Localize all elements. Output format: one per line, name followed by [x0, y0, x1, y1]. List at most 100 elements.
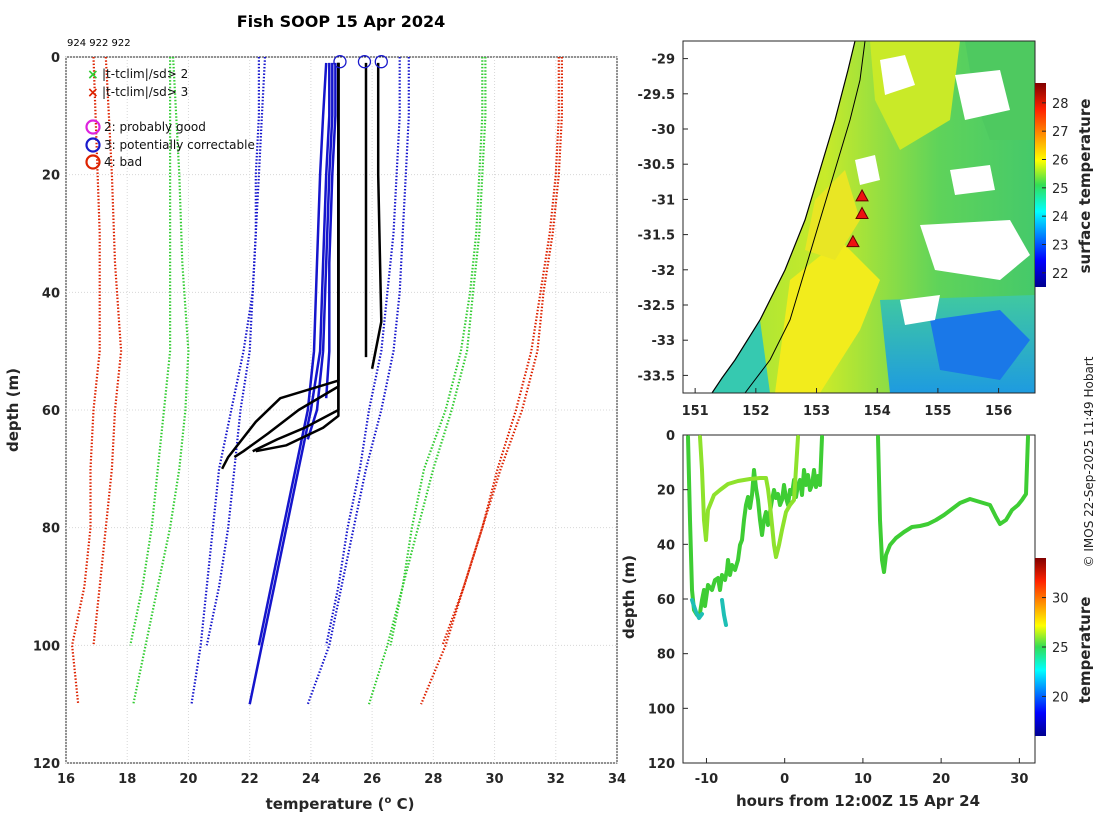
map-x-tick-label: 156 — [985, 404, 1012, 419]
profile-panel: 16 18 20 22 24 26 28 30 32 34 0 20 40 60 80 100 120 tem… — [4, 51, 626, 813]
sst-map-x-ticks: 151 152 153 154 155 156 — [682, 388, 1012, 419]
clim-clim2-line — [132, 56, 190, 705]
y-tick-label: 80 — [42, 522, 60, 537]
map-y-tick-label: -33 — [652, 334, 676, 349]
profile-good-lines — [220, 62, 383, 470]
y-tick-label: 60 — [42, 404, 60, 419]
colorbar-tick-label: 22 — [1052, 267, 1069, 282]
clim-clim2-line — [389, 57, 484, 646]
y-tick-label: 0 — [51, 51, 60, 66]
time-depth-x-ticks: -10 0 10 20 30 — [695, 758, 1028, 787]
map-x-tick-label: 155 — [924, 404, 951, 419]
map-y-tick-label: -31 — [652, 193, 676, 208]
legend-item-flag3: 3: potentially correctable — [85, 137, 255, 153]
location-triangle-icon — [855, 188, 869, 202]
map-y-tick-label: -32 — [652, 264, 676, 279]
map-y-tick-label: -31.5 — [638, 229, 675, 244]
sst-colorbar — [1035, 83, 1046, 287]
td-y-tick-label: 80 — [657, 648, 675, 663]
x-tick-label: 26 — [363, 772, 381, 787]
temperature-colorbar — [1035, 558, 1046, 736]
profile-x-axis-label: temperature (o C) — [266, 795, 415, 813]
map-x-tick-label: 151 — [682, 404, 709, 419]
clim-flag3-line — [325, 57, 401, 646]
map-y-tick-label: -30 — [652, 123, 676, 138]
clim-clim3-line — [441, 57, 560, 646]
profile-ids: 924 922 922 — [67, 38, 131, 49]
legend-label: |t-tclim|/sd> 3 — [102, 85, 188, 99]
legend-item-flag4: 4: bad — [85, 154, 142, 170]
chart-title: Fish SOOP 15 Apr 2024 — [237, 12, 446, 31]
colorbar-tick-label: 20 — [1052, 690, 1069, 705]
time-depth-x-axis-label: hours from 12:00Z 15 Apr 24 — [736, 792, 980, 810]
legend-label: 3: potentially correctable — [104, 138, 255, 152]
time-depth-traces — [686, 435, 1030, 627]
colorbar-tick-label: 25 — [1052, 641, 1069, 656]
flag3-profile-line — [324, 62, 337, 399]
clim-clim3-line — [92, 56, 123, 646]
map-x-tick-label: 153 — [803, 404, 830, 419]
colorbar-tick-label: 27 — [1052, 125, 1069, 140]
legend-label: |t-tclim|/sd> 2 — [102, 67, 188, 81]
sst-map-y-ticks: -29 -29.5 -30 -30.5 -31 -31.5 -32 -32.5 -33 -33.5 — [638, 53, 688, 384]
x-tick-label: 16 — [57, 772, 75, 787]
x-tick-label: 24 — [302, 772, 320, 787]
td-x-tick-label: 30 — [1010, 772, 1028, 787]
td-y-tick-label: 60 — [657, 593, 675, 608]
flag3-profile-line — [306, 62, 334, 440]
colorbar-tick-label: 25 — [1052, 182, 1069, 197]
x-tick-label: 28 — [424, 772, 442, 787]
flag3-profile-line — [257, 62, 328, 646]
y-tick-label: 20 — [42, 169, 60, 184]
colorbar-tick-label: 30 — [1052, 592, 1069, 607]
td-y-tick-label: 120 — [648, 757, 675, 772]
y-tick-label: 40 — [42, 286, 60, 301]
sst-map-markers — [846, 188, 869, 248]
temperature-colorbar-label: temperature — [1076, 597, 1094, 704]
map-y-tick-label: -29 — [652, 53, 676, 68]
td-y-tick-label: 40 — [657, 538, 675, 553]
profile-top-circles — [333, 55, 388, 69]
clim-clim3-line — [70, 56, 101, 705]
x-tick-label: 20 — [179, 772, 197, 787]
legend-item-clim2: × |t-tclim|/sd> 2 — [87, 67, 188, 83]
sst-map-panel: 151 152 153 154 155 156 -29 -29.5 -30 -30.5 -31 -3… — [638, 40, 1094, 419]
td-x-tick-label: -10 — [695, 772, 719, 787]
map-y-tick-label: -29.5 — [638, 88, 675, 103]
legend-item-flag2: 2: probably good — [85, 119, 206, 135]
legend: × |t-tclim|/sd> 2 × |t-tclim|/sd> 3 2: p… — [85, 67, 255, 170]
profile-clim-lines — [70, 56, 564, 705]
sst-colorbar-ticks: 22 23 24 25 26 27 28 — [1042, 97, 1069, 282]
legend-x-green-icon: × — [87, 67, 99, 83]
profile-grid — [65, 56, 618, 764]
time-depth-panel: -10 0 10 20 30 0 20 40 60 80 100 120 hours from 12… — [620, 429, 1094, 810]
td-y-tick-label: 20 — [657, 484, 675, 499]
td-y-tick-label: 0 — [666, 429, 675, 444]
colorbar-tick-label: 23 — [1052, 239, 1069, 254]
map-x-tick-label: 154 — [864, 404, 891, 419]
flag-circle-marker — [357, 55, 372, 69]
td-y-tick-label: 100 — [648, 702, 675, 717]
location-triangle-icon — [846, 234, 860, 248]
profile-x-ticks: 16 18 20 22 24 26 28 30 32 34 — [57, 772, 626, 787]
td-x-tick-label: 10 — [854, 772, 872, 787]
colorbar-tick-label: 28 — [1052, 97, 1069, 112]
td-x-tick-label: 20 — [932, 772, 950, 787]
legend-item-clim3: × |t-tclim|/sd> 3 — [87, 85, 188, 101]
flag-circle-marker — [333, 55, 347, 69]
good-profile-line — [370, 62, 383, 370]
colorbar-tick-label: 24 — [1052, 210, 1069, 225]
legend-x-red-icon: × — [87, 85, 99, 101]
x-tick-label: 34 — [608, 772, 626, 787]
clim-flag3-line — [205, 57, 260, 646]
legend-label: 4: bad — [104, 155, 142, 169]
x-tick-label: 18 — [118, 772, 136, 787]
flag3-profile-line — [248, 62, 331, 705]
profile-y-axis-label: depth (m) — [4, 368, 22, 452]
x-tick-label: 22 — [241, 772, 259, 787]
time-depth-y-axis-label: depth (m) — [620, 555, 638, 639]
legend-circle-red-icon — [85, 154, 101, 170]
clim-clim2-line — [129, 57, 172, 646]
td-x-tick-label: 0 — [780, 772, 789, 787]
